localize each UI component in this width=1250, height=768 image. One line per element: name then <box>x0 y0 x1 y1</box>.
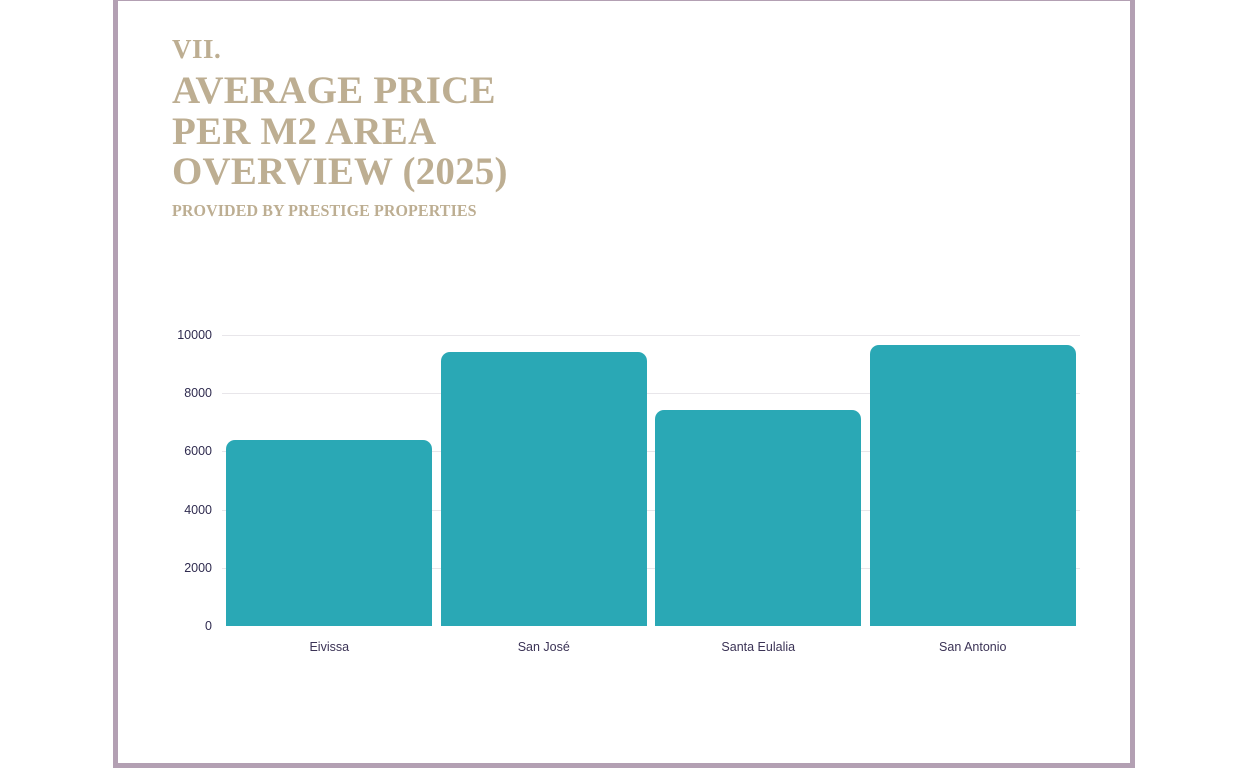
page-title: AVERAGE PRICE PER M2 AREA OVERVIEW (2025… <box>172 69 508 194</box>
chart-subtitle: PROVIDED BY PRESTIGE PROPERTIES <box>172 200 477 220</box>
heading-block: VII. AVERAGE PRICE PER M2 AREA OVERVIEW … <box>172 36 772 221</box>
section-number: VII. <box>172 34 222 64</box>
